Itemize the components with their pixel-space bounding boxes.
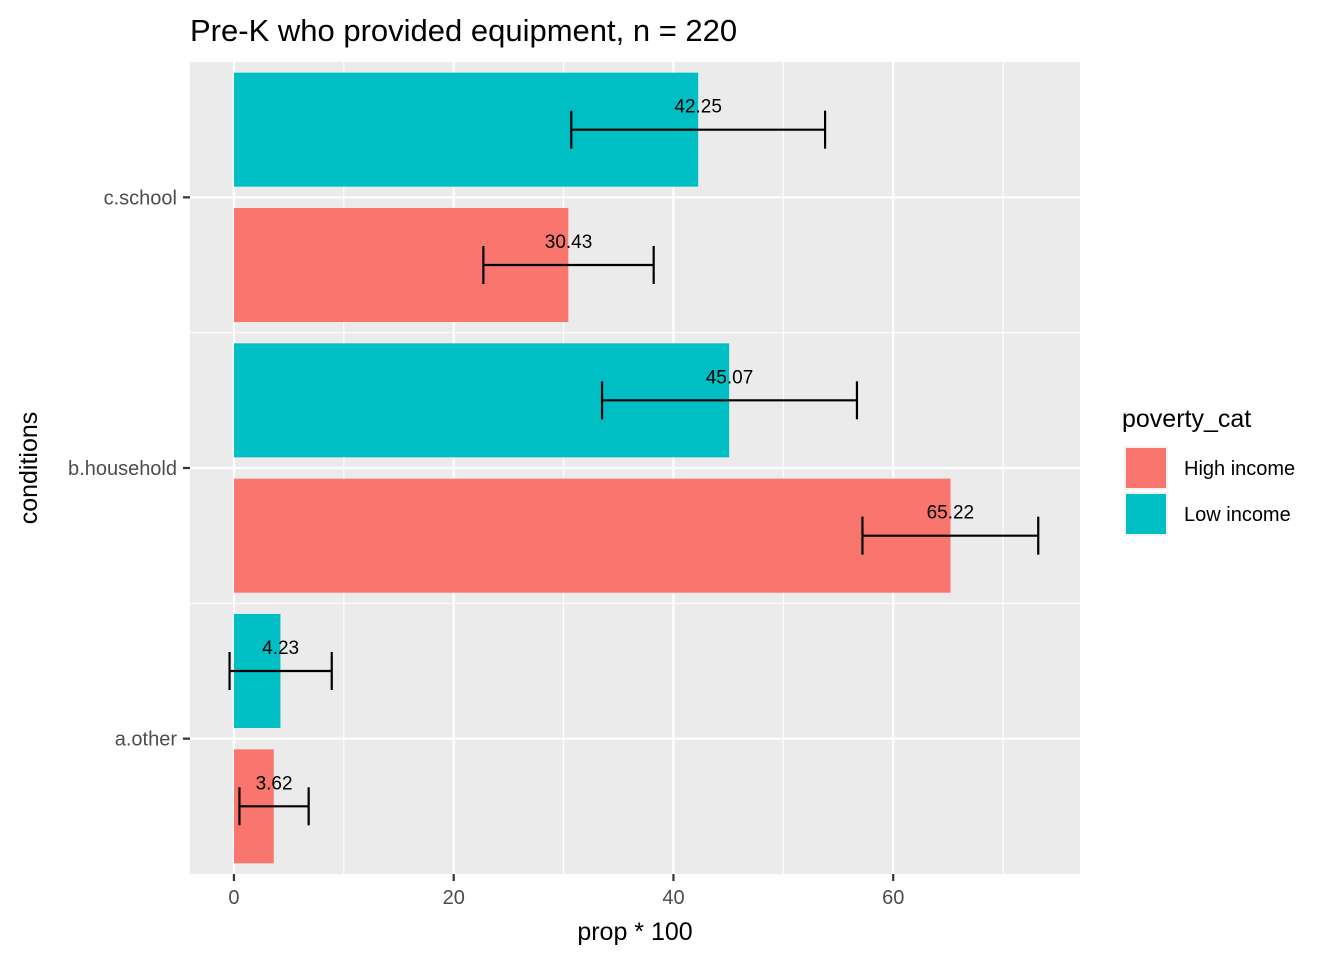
data-labels: 3.62 4.23 65.22 45.07 30.43 42.25 bbox=[256, 97, 975, 795]
data-label: 65.22 bbox=[927, 503, 975, 524]
major-gridlines bbox=[190, 62, 1080, 874]
legend-label: High income bbox=[1184, 458, 1295, 480]
y-tick-label: a.other bbox=[115, 729, 178, 751]
y-tick-label: b.household bbox=[68, 458, 177, 480]
legend-swatch bbox=[1126, 494, 1166, 534]
chart-title: Pre-K who provided equipment, n = 220 bbox=[190, 13, 737, 48]
x-tick-label: 20 bbox=[443, 887, 465, 909]
legend-title: poverty_cat bbox=[1122, 405, 1251, 433]
x-tick-label: 60 bbox=[882, 887, 904, 909]
y-axis: a.other b.household c.school bbox=[68, 187, 190, 751]
error-bars bbox=[228, 110, 1040, 826]
legend-swatch bbox=[1126, 448, 1166, 488]
legend-label: Low income bbox=[1184, 504, 1291, 526]
x-tick-label: 40 bbox=[662, 887, 684, 909]
x-axis: 0 20 40 60 bbox=[228, 874, 904, 909]
x-tick-label: 0 bbox=[228, 887, 239, 909]
data-label: 4.23 bbox=[262, 638, 299, 659]
data-label: 45.07 bbox=[706, 367, 754, 388]
data-label: 42.25 bbox=[674, 97, 722, 118]
y-axis-title: conditions bbox=[15, 412, 43, 525]
legend: poverty_cat High income Low income bbox=[1122, 405, 1295, 536]
x-axis-title: prop * 100 bbox=[577, 918, 692, 946]
data-label: 30.43 bbox=[545, 232, 593, 253]
y-tick-label: c.school bbox=[104, 187, 177, 209]
data-label: 3.62 bbox=[256, 773, 293, 794]
bar bbox=[233, 478, 951, 593]
